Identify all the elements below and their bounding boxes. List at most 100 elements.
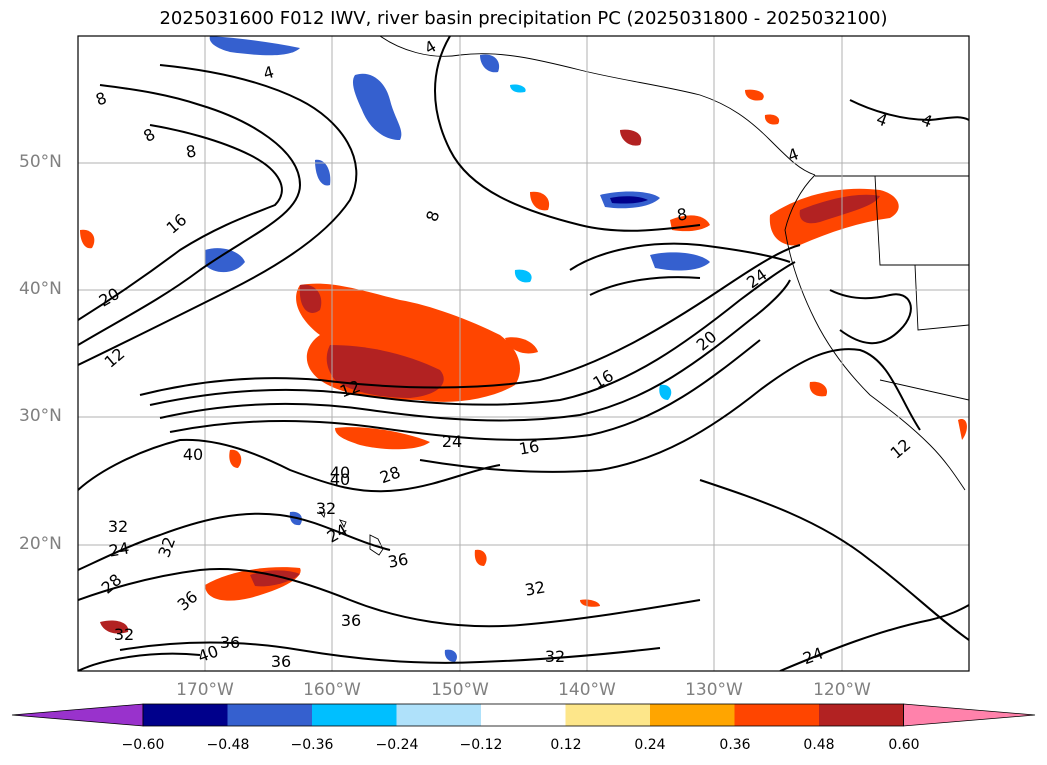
precip-positive-region [100, 620, 129, 634]
state-border [914, 264, 969, 331]
iwv-contour [149, 261, 796, 406]
iwv-contour [589, 276, 701, 296]
colorbar-tick-label: 0.12 [550, 737, 582, 753]
precip-positive-region [335, 427, 430, 450]
precip-negative-region [480, 54, 500, 73]
contour-label: 32 [114, 625, 134, 644]
lon-label-140w: 140°W [558, 680, 616, 700]
contour-label: 40 [330, 463, 350, 482]
precip-positive-region [80, 229, 95, 249]
contour-label: 40 [183, 445, 203, 464]
iwv-contour [139, 244, 801, 396]
lon-label-120w: 120°W [813, 680, 871, 700]
iwv-contour [419, 348, 921, 473]
colorbar-tick-label: 0.48 [803, 737, 835, 753]
iwv-contour [78, 568, 701, 628]
iwv-contour [779, 604, 969, 671]
state-border [874, 175, 969, 266]
colorbar [11, 703, 1036, 727]
lon-label-170w: 170°W [176, 680, 234, 700]
colorbar-segment [312, 704, 397, 726]
iwv-contour [78, 652, 201, 671]
map-frame [77, 35, 970, 672]
precip-negative-region [352, 73, 402, 140]
iwv-contour [434, 36, 701, 232]
precip-positive-region [474, 549, 487, 566]
precip-negative-region [205, 248, 245, 273]
precip-negative-region [610, 196, 648, 204]
contour-label: 32 [545, 647, 565, 666]
contour-label: 8 [184, 141, 197, 161]
colorbar-tick-label: 0.24 [634, 737, 666, 753]
precip-negative-region [659, 384, 672, 400]
precip-negative-region [209, 36, 300, 56]
precip-positive-region [745, 89, 764, 101]
lat-label-30n: 30°N [19, 406, 62, 426]
colorbar-segment [650, 704, 735, 726]
iwv-contour [159, 279, 791, 422]
precip-negative-region [510, 84, 526, 93]
colorbar-tick-label: −0.60 [121, 737, 165, 753]
contour-label: 36 [386, 549, 409, 571]
iwv-contour [829, 289, 912, 345]
precip-positive-region [620, 129, 642, 146]
north-america-coastline [784, 174, 966, 491]
contour-label: 32 [316, 499, 336, 518]
contour-label: 36 [341, 611, 361, 630]
lon-label-130w: 130°W [685, 680, 743, 700]
contour-label: 36 [220, 633, 240, 652]
precip-negative-region [315, 159, 331, 186]
precip-positive-region [505, 337, 538, 354]
lat-label-20n: 20°N [19, 534, 62, 554]
precip-negative-region [650, 252, 710, 271]
precip-positive-region [299, 284, 322, 313]
colorbar-tick-label: −0.36 [290, 737, 334, 753]
iwv-contour [569, 242, 791, 271]
contour-label: 24 [442, 432, 462, 451]
chart-title: 2025031600 F012 IWV, river basin precipi… [159, 8, 888, 29]
colorbar-extend-max [903, 703, 1036, 727]
contour-label: 8 [675, 204, 688, 224]
iwv-contour [78, 512, 391, 571]
precip-strong-region [799, 194, 880, 224]
precip-positive-region [229, 449, 242, 468]
iwv-contour [119, 641, 661, 664]
colorbar-segment [143, 704, 228, 726]
contour-label: 32 [108, 517, 128, 536]
iwv-contour [849, 99, 969, 122]
contour-label: 32 [523, 577, 546, 599]
alaska-coastline [379, 36, 816, 176]
colorbar-segment [819, 704, 904, 726]
precip-positive-region [809, 381, 828, 397]
lon-label-160w: 160°W [303, 680, 361, 700]
iwv-contours [78, 36, 969, 671]
colorbar-frame [142, 703, 904, 727]
contour-label: 36 [271, 652, 291, 671]
iwv-contour [78, 64, 358, 366]
colorbar-tick-label: 0.60 [888, 737, 920, 753]
lat-label-50n: 50°N [19, 152, 62, 172]
iwv-contour [169, 339, 761, 441]
precip-negative-region [444, 649, 457, 662]
iwv-contour [78, 84, 302, 346]
colorbar-tick-label: −0.48 [206, 737, 250, 753]
precip-positive-region [764, 114, 780, 125]
lat-lon-grid [78, 36, 969, 671]
contour-label: 16 [517, 436, 540, 458]
precip-positive-region [958, 419, 967, 440]
iwv-contour [78, 124, 283, 321]
precip-positive-region [530, 191, 550, 211]
colorbar-extend-min [11, 703, 144, 727]
contour-label: 4 [261, 62, 276, 83]
colorbar-segment [565, 704, 651, 726]
contour-label: 40 [330, 470, 350, 489]
contour-label: 24 [107, 538, 130, 560]
colorbar-segment [734, 704, 820, 726]
iwv-contour [78, 438, 501, 493]
precip-strong-region [250, 570, 300, 587]
lon-label-150w: 150°W [431, 680, 489, 700]
colorbar-segment [396, 704, 482, 726]
hawaii-islands [318, 511, 384, 556]
colorbar-segment [227, 704, 313, 726]
